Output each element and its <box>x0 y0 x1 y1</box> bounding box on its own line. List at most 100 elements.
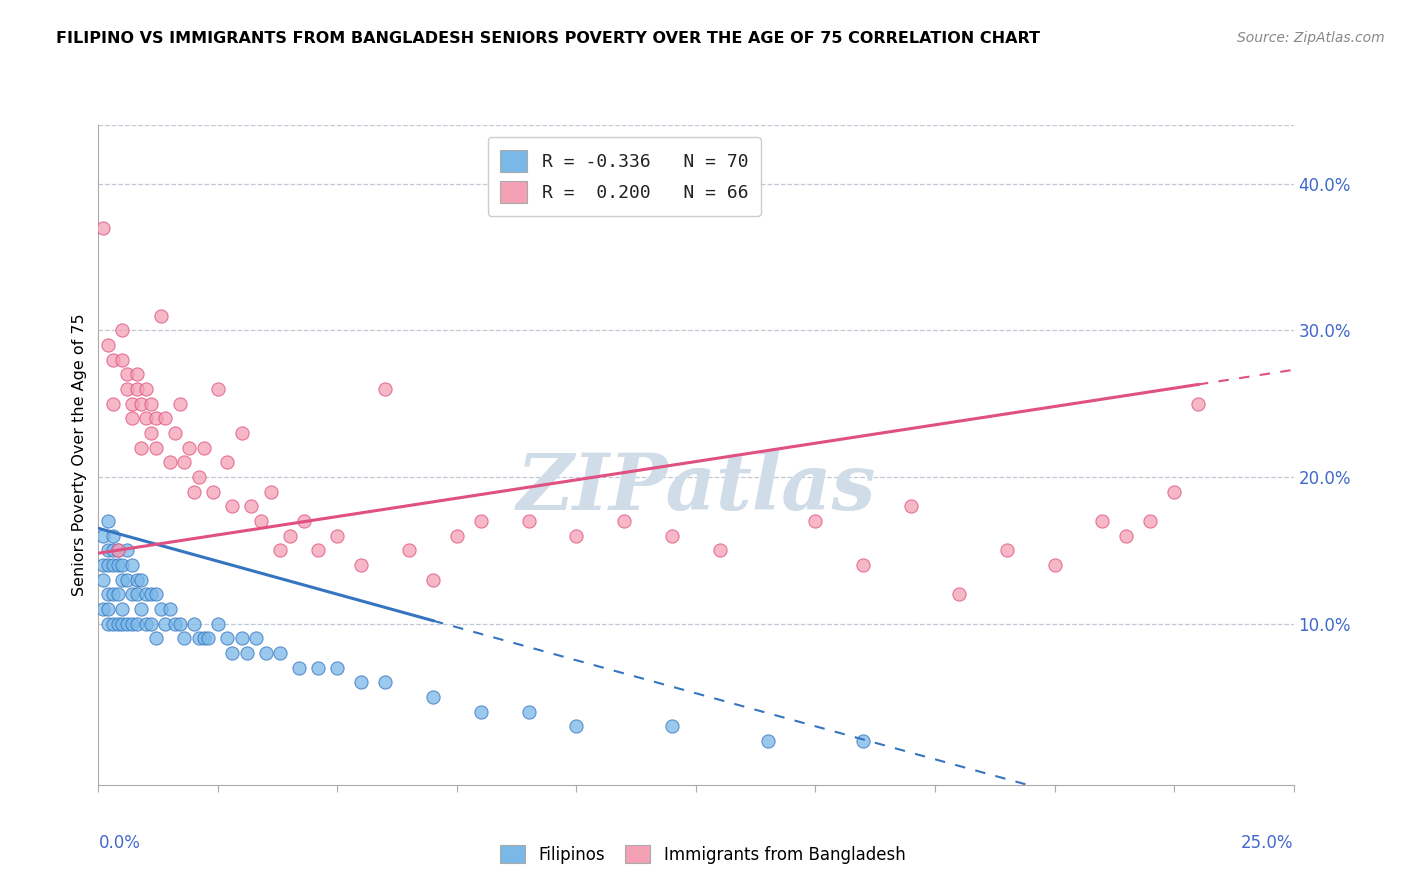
Point <box>446 528 468 542</box>
Point <box>135 616 157 631</box>
Point <box>125 573 148 587</box>
Point <box>231 425 253 440</box>
Point <box>111 602 134 616</box>
Point <box>111 573 134 587</box>
Point <box>193 632 215 646</box>
Legend: R = -0.336   N = 70, R =  0.200   N = 66: R = -0.336 N = 70, R = 0.200 N = 66 <box>488 137 761 216</box>
Point <box>97 558 120 572</box>
Point <box>131 573 153 587</box>
Point <box>231 632 253 646</box>
Point <box>101 616 124 631</box>
Point <box>350 675 373 690</box>
Point <box>101 352 124 367</box>
Point <box>155 616 177 631</box>
Point <box>125 587 148 601</box>
Point <box>163 425 186 440</box>
Point <box>307 543 329 558</box>
Point <box>183 616 205 631</box>
Point <box>135 382 157 396</box>
Point <box>169 396 191 410</box>
Point <box>107 616 129 631</box>
Point <box>245 632 267 646</box>
Point <box>187 470 209 484</box>
Point <box>91 528 114 542</box>
Point <box>374 382 396 396</box>
Point <box>101 543 124 558</box>
Point <box>179 441 201 455</box>
Point <box>187 632 209 646</box>
Point <box>97 338 120 352</box>
Point <box>139 425 162 440</box>
Point <box>115 368 138 382</box>
Point <box>422 573 444 587</box>
Point <box>517 705 540 719</box>
Point <box>207 616 229 631</box>
Point <box>1139 514 1161 528</box>
Point <box>269 543 291 558</box>
Point <box>91 220 114 235</box>
Point <box>852 734 875 748</box>
Point <box>149 602 172 616</box>
Point <box>350 558 373 572</box>
Point <box>107 558 129 572</box>
Point <box>107 543 129 558</box>
Point <box>709 543 731 558</box>
Point <box>111 352 134 367</box>
Point <box>139 396 162 410</box>
Point <box>804 514 827 528</box>
Point <box>250 514 273 528</box>
Point <box>278 528 301 542</box>
Point <box>756 734 779 748</box>
Point <box>125 382 148 396</box>
Point <box>115 543 138 558</box>
Point <box>565 719 588 733</box>
Point <box>107 587 129 601</box>
Point <box>91 573 114 587</box>
Point <box>202 484 225 499</box>
Point <box>115 573 138 587</box>
Point <box>470 514 492 528</box>
Point <box>101 528 124 542</box>
Point <box>269 646 291 660</box>
Point <box>155 411 177 425</box>
Point <box>288 660 311 674</box>
Point <box>900 500 922 514</box>
Point <box>217 632 239 646</box>
Text: 25.0%: 25.0% <box>1241 835 1294 853</box>
Point <box>159 455 181 469</box>
Point <box>145 411 167 425</box>
Point <box>115 382 138 396</box>
Point <box>221 500 243 514</box>
Point <box>121 411 143 425</box>
Point <box>221 646 243 660</box>
Point <box>169 616 191 631</box>
Point <box>159 602 181 616</box>
Point <box>193 441 215 455</box>
Point <box>517 514 540 528</box>
Point <box>139 616 162 631</box>
Point <box>470 705 492 719</box>
Point <box>163 616 186 631</box>
Point <box>995 543 1018 558</box>
Point <box>374 675 396 690</box>
Text: Source: ZipAtlas.com: Source: ZipAtlas.com <box>1237 31 1385 45</box>
Point <box>565 528 588 542</box>
Point <box>125 368 148 382</box>
Point <box>121 587 143 601</box>
Point <box>326 660 349 674</box>
Point <box>101 558 124 572</box>
Point <box>326 528 349 542</box>
Point <box>173 632 195 646</box>
Point <box>131 441 153 455</box>
Text: ZIPatlas: ZIPatlas <box>516 450 876 526</box>
Point <box>1187 396 1209 410</box>
Point <box>131 396 153 410</box>
Point <box>97 616 120 631</box>
Point <box>1163 484 1185 499</box>
Point <box>145 587 167 601</box>
Point <box>111 616 134 631</box>
Point <box>139 587 162 601</box>
Point <box>1091 514 1114 528</box>
Point <box>101 587 124 601</box>
Point <box>145 441 167 455</box>
